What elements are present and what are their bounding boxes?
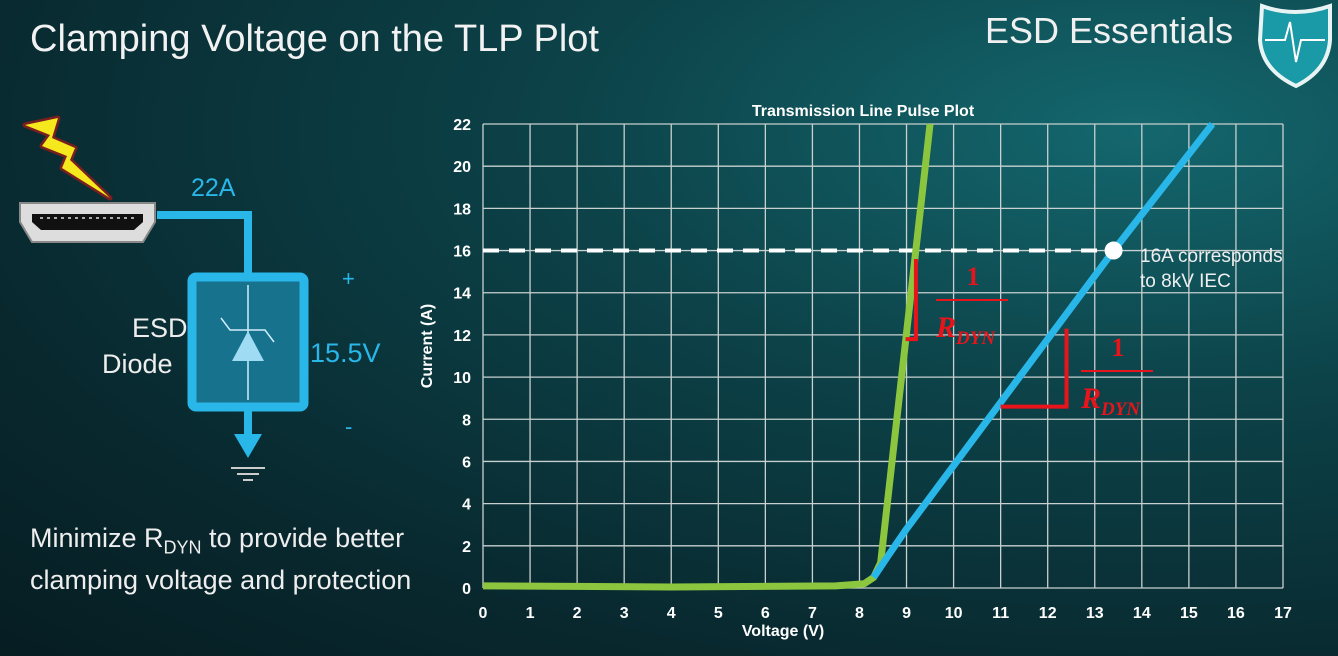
summary-note: Minimize RDYN to provide better clamping… [30,522,430,597]
x-tick-label: 15 [1180,605,1198,622]
plus-label: + [342,266,355,291]
current-label: 22A [191,174,236,202]
x-tick-label: 4 [667,605,676,622]
note-sub: DYN [163,537,202,558]
y-tick-label: 16 [453,244,471,261]
y-tick-label: 0 [462,581,471,598]
y-tick-label: 12 [453,328,471,345]
note-post: to provide better clamping voltage and p… [30,523,412,596]
rdyn-numerator: 1 [967,262,980,291]
device-label-diode: Diode [102,349,173,379]
wire [157,211,252,275]
annotation-16a: 16A corresponds to 8kV IEC [1140,244,1283,294]
x-tick-label: 8 [855,605,864,622]
lightning-bolt-icon [22,115,113,201]
annotation-line-2: to 8kV IEC [1140,271,1231,292]
x-tick-label: 16 [1227,605,1245,622]
y-tick-label: 10 [453,370,471,387]
device-label-esd: ESD [132,313,188,343]
note-pre: Minimize R [30,523,164,553]
hdmi-connector-icon [19,202,156,243]
x-tick-label: 13 [1086,605,1104,622]
y-tick-label: 2 [462,539,471,556]
rdyn-denominator: RDYN [1080,382,1141,420]
tlp-chart: 0 1 2 3 4 5 6 7 8 9 10 11 12 13 14 15 16 1702468101214161… [419,103,1292,640]
x-tick-label: 9 [902,605,911,622]
x-tick-label: 14 [1133,605,1151,622]
x-tick-label: 10 [945,605,963,622]
x-tick-label: 3 [620,605,629,622]
shield-logo-icon [1257,3,1332,89]
y-tick-label: 22 [453,117,471,134]
y-tick-label: 20 [453,159,471,176]
voltage-label: 15.5V [310,338,381,368]
slope-indicator-blue [1000,328,1069,409]
arrow-down-icon [234,434,262,458]
x-tick-label: 0 [479,605,488,622]
series-line-0 [482,123,934,591]
y-tick-label: 18 [453,201,471,218]
ground-icon [231,467,265,481]
x-tick-label: 12 [1039,605,1057,622]
x-tick-label: 11 [992,605,1009,622]
marker-16a [1104,241,1123,260]
rdyn-denominator: RDYN [935,311,996,349]
series-line-1 [870,121,1216,580]
minus-label: - [345,414,353,439]
y-tick-label: 6 [462,454,471,471]
y-tick-label: 8 [462,412,471,429]
tvs-diode-symbol-icon [220,285,275,400]
y-tick-label: 4 [462,497,471,514]
slide-title: Clamping Voltage on the TLP Plot [30,18,599,60]
x-axis-label: Voltage (V) [742,623,824,640]
y-tick-label: 14 [453,286,471,303]
rdyn-subscript: DYN [955,328,996,349]
slope-indicator-green [905,258,918,342]
x-tick-label: 1 [526,605,535,622]
x-tick-label: 5 [714,605,723,622]
y-axis-label: Current (A) [419,304,436,388]
x-tick-label: 2 [573,605,582,622]
x-tick-label: 17 [1274,605,1292,622]
annotation-line-1: 16A corresponds [1140,246,1283,267]
x-tick-label: 6 [761,605,770,622]
x-tick-label: 7 [808,605,817,622]
chart-title: Transmission Line Pulse Plot [752,103,975,120]
brand-title: ESD Essentials [985,10,1234,51]
rdyn-numerator: 1 [1112,333,1125,362]
rdyn-subscript: DYN [1100,399,1141,420]
